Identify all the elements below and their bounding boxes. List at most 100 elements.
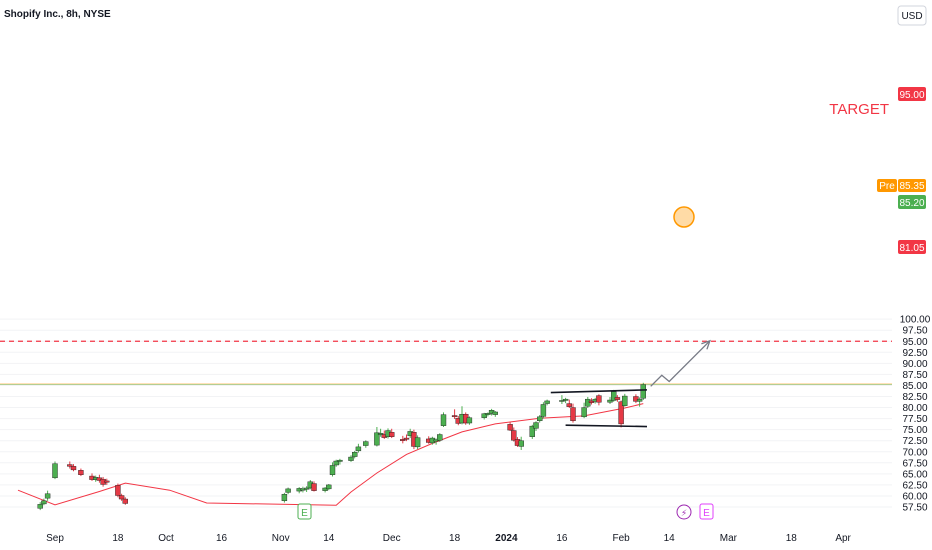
candle-body	[622, 395, 628, 406]
candle-body	[337, 459, 343, 462]
candle	[596, 394, 602, 406]
pre-market-price: 85.35	[899, 181, 924, 192]
candle	[611, 389, 617, 402]
x-tick-label: 14	[323, 533, 335, 544]
candle	[355, 443, 362, 453]
candle	[377, 428, 384, 437]
candle	[333, 459, 339, 467]
candle	[78, 468, 84, 477]
y-tick-label: 95.00	[902, 337, 927, 348]
candle	[544, 399, 550, 406]
candle	[300, 486, 306, 493]
candle	[618, 400, 624, 428]
candle	[636, 397, 643, 407]
candle	[70, 464, 77, 472]
candle	[581, 402, 587, 419]
candle-body	[488, 410, 495, 414]
candle	[311, 481, 317, 492]
candle	[52, 461, 58, 480]
candle	[285, 487, 291, 495]
candle-body	[492, 411, 498, 415]
pre-market-badge	[877, 179, 897, 192]
target-price-label: 95.00	[899, 90, 924, 101]
chart-title: Shopify Inc., 8h, NYSE	[4, 9, 111, 20]
candle-body	[363, 441, 369, 446]
candle	[529, 424, 535, 439]
candle	[507, 422, 513, 431]
currency-button[interactable]	[897, 5, 927, 26]
candle-body	[540, 404, 547, 417]
currency-label: USD	[901, 11, 922, 22]
y-tick-label: 77.50	[902, 414, 927, 425]
candle-body	[104, 480, 110, 483]
candle-body	[481, 413, 487, 418]
candle-body	[607, 399, 613, 403]
candle	[118, 493, 125, 501]
candle-body	[544, 400, 550, 404]
candle	[588, 398, 595, 405]
x-tick-label: Nov	[272, 533, 290, 544]
candle	[329, 462, 336, 477]
candle-body	[333, 460, 339, 466]
candle-body	[44, 493, 51, 499]
svg-text:E: E	[703, 508, 710, 519]
candle-body	[352, 451, 358, 457]
pre-market-label: Pre	[879, 181, 895, 192]
breakout-highlight-circle	[673, 206, 695, 228]
candle	[640, 382, 646, 401]
x-tick-label: 2024	[495, 533, 518, 544]
candle	[466, 416, 473, 425]
candle	[326, 484, 332, 491]
candle-body	[559, 400, 565, 402]
candle-body	[529, 425, 535, 437]
candle-body	[311, 483, 317, 491]
candle	[622, 393, 628, 407]
x-tick-label: 18	[786, 533, 798, 544]
x-tick-label: Sep	[46, 533, 64, 544]
candle	[281, 492, 288, 503]
candle-body	[414, 437, 421, 448]
candle-body	[300, 488, 306, 491]
candle	[614, 395, 621, 402]
candle-body	[122, 498, 129, 504]
y-tick-label: 92.50	[902, 348, 927, 359]
candle-body	[355, 446, 362, 452]
candle-body	[633, 396, 639, 402]
projection-arrow-head	[701, 339, 711, 350]
candle-body	[466, 417, 473, 424]
candle	[566, 399, 572, 408]
earnings-marker-upcoming[interactable]: E	[699, 503, 714, 520]
candle	[440, 412, 447, 427]
y-tick-label: 80.00	[902, 403, 927, 414]
candle	[518, 436, 524, 450]
candle-body	[636, 398, 643, 402]
candle	[414, 435, 421, 450]
candle	[533, 421, 539, 431]
candle	[363, 440, 369, 448]
candle-body	[389, 432, 395, 437]
candle-body	[440, 414, 447, 426]
candle	[633, 394, 639, 404]
candle	[348, 455, 354, 462]
candle-body	[303, 487, 310, 490]
y-tick-label: 100.00	[900, 315, 931, 326]
y-tick-label: 97.50	[902, 326, 927, 337]
candle	[481, 412, 487, 420]
x-tick-label: Oct	[158, 533, 174, 544]
earnings-marker-past[interactable]: E	[297, 503, 312, 520]
candle-body	[41, 500, 47, 505]
candle-body	[518, 440, 524, 447]
candle-body	[400, 439, 406, 441]
y-tick-label: 62.50	[902, 480, 927, 491]
candle	[389, 428, 395, 439]
y-tick-label: 57.50	[902, 503, 927, 514]
candle-body	[588, 400, 595, 403]
y-tick-label: 87.50	[902, 370, 927, 381]
svg-text:E: E	[301, 508, 308, 519]
candle	[337, 458, 343, 465]
candle	[562, 397, 569, 404]
candle-body	[437, 434, 443, 441]
dividend-marker[interactable]: ⚡	[676, 504, 692, 520]
